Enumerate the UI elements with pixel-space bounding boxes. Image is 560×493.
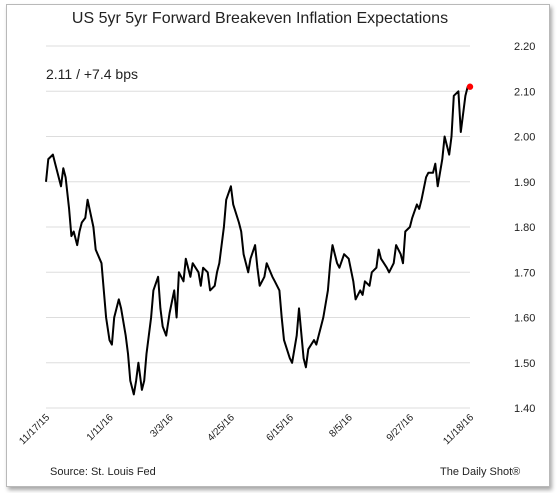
y-tick-label: 2.00 [514,132,535,144]
x-tick-label: 9/27/16 [385,412,417,444]
last-point-marker [466,83,474,90]
y-tick-label: 1.60 [514,313,535,325]
x-tick-label: 3/3/16 [148,412,176,440]
x-tick-label: 11/18/16 [441,412,476,447]
x-tick-label: 1/11/16 [85,412,116,443]
series-line [45,85,470,396]
y-tick-label: 1.90 [514,177,535,189]
x-tick-label: 4/25/16 [206,412,238,444]
x-tick-label: 11/17/15 [17,412,52,447]
y-tick-label: 1.70 [514,267,535,279]
x-tick-label: 6/15/16 [265,412,297,444]
chart-title: US 5yr 5yr Forward Breakeven Inflation E… [71,10,449,27]
latest-value-readout: 2.11 / +7.4 bps [46,66,138,82]
chart-frame [6,4,550,487]
x-tick-label: 8/5/16 [327,412,355,440]
chart-source: Source: St. Louis Fed [50,466,156,478]
y-tick-label: 1.80 [514,222,535,234]
y-tick-label: 2.10 [514,86,535,98]
y-tick-label: 2.20 [514,41,535,53]
chart-credit: The Daily Shot® [440,466,521,478]
y-tick-label: 1.50 [514,358,535,370]
y-tick-label: 1.40 [514,403,535,415]
